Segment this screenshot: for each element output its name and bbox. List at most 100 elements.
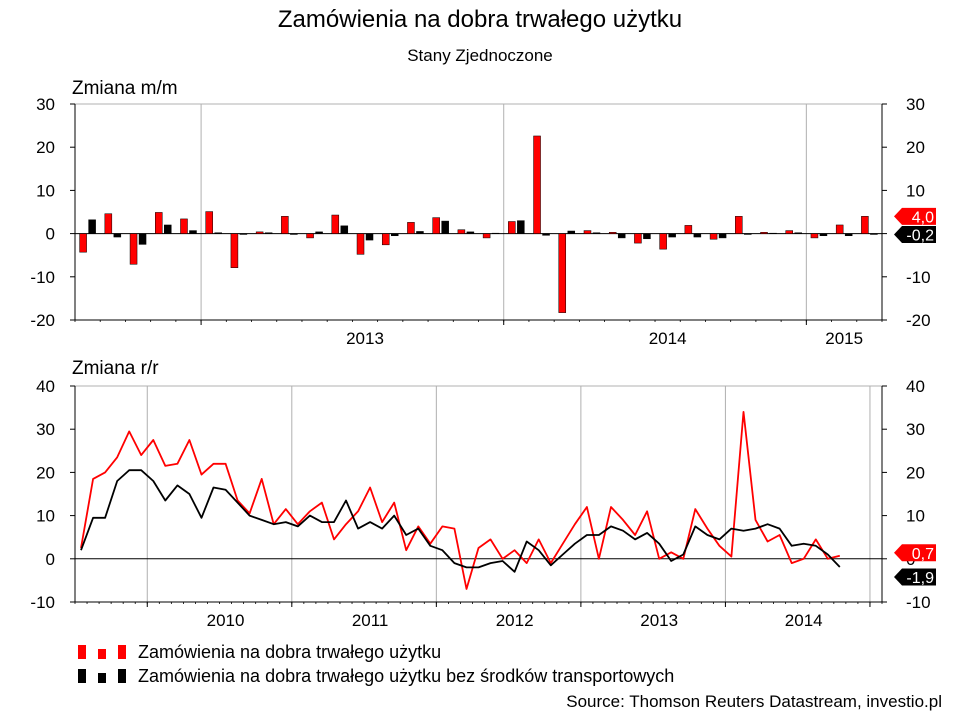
bar-total — [457, 229, 466, 234]
bar-total — [205, 211, 213, 234]
bar-total — [659, 233, 667, 250]
y-tick-label-left: -10 — [30, 593, 55, 612]
legend-swatch-black — [78, 669, 126, 683]
x-year-label: 2013 — [346, 329, 384, 348]
bar-ex-transport — [138, 233, 147, 245]
bar-total — [482, 233, 491, 239]
bar-ex-transport — [164, 224, 172, 234]
last-value-tag — [894, 544, 936, 562]
y-tick-label-right: 30 — [906, 420, 925, 439]
bar-total — [230, 233, 239, 268]
bar-total — [381, 233, 390, 246]
bar-total — [180, 218, 188, 234]
plot-frame — [74, 103, 883, 321]
bottom-panel-label: Zmiana r/r — [72, 358, 159, 379]
bar-ex-transport — [718, 233, 727, 239]
bar-ex-transport — [844, 233, 853, 237]
line-total — [80, 410, 841, 590]
x-year-label: 2012 — [496, 611, 534, 630]
last-value-label: 0,7 — [912, 546, 934, 563]
bar-total — [835, 224, 844, 234]
bar-ex-transport — [542, 233, 550, 236]
bar-total — [306, 233, 314, 239]
last-value-label: 4,0 — [912, 209, 934, 226]
bar-total — [558, 233, 567, 313]
bar-ex-transport — [617, 233, 626, 239]
y-tick-label-left: 0 — [46, 225, 55, 244]
bar-ex-transport — [416, 231, 424, 234]
last-value-tag — [894, 207, 936, 225]
y-tick-label-left: 20 — [36, 138, 55, 157]
legend-item-ex-transport: Zamówienia na dobra trwałego użytku bez … — [78, 664, 674, 688]
bar-total — [861, 216, 869, 234]
y-tick-label-right: 40 — [906, 377, 925, 396]
last-value-label: -0,2 — [906, 227, 934, 244]
plot-frame — [74, 385, 883, 603]
bar-total — [129, 233, 138, 265]
bar-ex-transport — [491, 232, 500, 234]
bar-total — [583, 230, 592, 234]
last-value-tag — [894, 568, 936, 586]
legend-label-total: Zamówienia na dobra trwałego użytku — [138, 641, 442, 662]
bar-ex-transport — [441, 220, 449, 234]
top-panel-label: Zmiana m/m — [72, 78, 178, 99]
bar-ex-transport — [870, 233, 878, 235]
bar-ex-transport — [769, 232, 777, 234]
y-tick-label-right: -10 — [906, 593, 931, 612]
yy-line-chart: -10-100010102020303040402010201120122013… — [30, 377, 936, 630]
chart-title: Zamówienia na dobra trwałego użytku — [277, 6, 683, 33]
bar-total — [432, 217, 440, 234]
y-tick-label-left: -20 — [30, 311, 55, 330]
x-year-label: 2011 — [352, 611, 389, 630]
legend-label-ex-transport: Zamówienia na dobra trwałego użytku bez … — [138, 665, 675, 686]
bar-total — [684, 225, 693, 234]
y-tick-label-left: 0 — [46, 550, 55, 569]
y-tick-label-left: -10 — [30, 268, 55, 287]
bar-total — [281, 216, 289, 234]
y-tick-label-right: 20 — [906, 138, 925, 157]
bar-ex-transport — [189, 230, 197, 234]
bar-total — [155, 212, 163, 234]
y-tick-label-left: 20 — [36, 463, 55, 482]
bar-total — [255, 231, 264, 234]
legend-swatch-red — [78, 645, 126, 659]
bar-ex-transport — [390, 233, 399, 237]
last-value-tag — [894, 225, 936, 243]
bar-total — [709, 233, 718, 240]
y-tick-label-left: 30 — [36, 95, 55, 114]
line-ex-transport — [80, 469, 841, 573]
bar-ex-transport — [340, 225, 349, 234]
chart-subtitle: Stany Zjednoczone — [407, 46, 553, 65]
bar-total — [407, 222, 415, 234]
bar-ex-transport — [239, 233, 248, 235]
bar-ex-transport — [264, 232, 273, 234]
y-tick-label-right: 10 — [906, 181, 925, 200]
legend: Zamówienia na dobra trwałego użytku Zamó… — [78, 640, 674, 688]
last-value-label: -1,9 — [906, 570, 934, 587]
bar-ex-transport — [819, 233, 828, 237]
bar-ex-transport — [668, 233, 676, 238]
bar-total — [356, 233, 365, 255]
bar-total — [785, 230, 793, 234]
legend-item-total: Zamówienia na dobra trwałego użytku — [78, 640, 674, 664]
bar-ex-transport — [113, 233, 122, 238]
y-tick-label-right: -20 — [906, 311, 931, 330]
y-tick-label-left: 10 — [36, 507, 55, 526]
y-tick-label-left: 40 — [36, 377, 55, 396]
bar-ex-transport — [214, 232, 222, 234]
y-tick-label-right: 20 — [906, 463, 925, 482]
bar-total — [810, 233, 819, 239]
bar-ex-transport — [315, 231, 323, 234]
y-tick-label-right: 30 — [906, 95, 925, 114]
bar-ex-transport — [693, 233, 702, 238]
bar-total — [331, 214, 340, 234]
bar-ex-transport — [744, 233, 752, 235]
x-year-label: 2015 — [825, 329, 863, 348]
mm-bar-chart: -20-20-10-10001010202030302013201420154,… — [30, 95, 936, 348]
bar-ex-transport — [517, 220, 525, 234]
x-year-label: 2014 — [649, 329, 687, 348]
bar-total — [608, 232, 617, 234]
x-year-label: 2013 — [640, 611, 678, 630]
bar-total — [508, 221, 516, 234]
